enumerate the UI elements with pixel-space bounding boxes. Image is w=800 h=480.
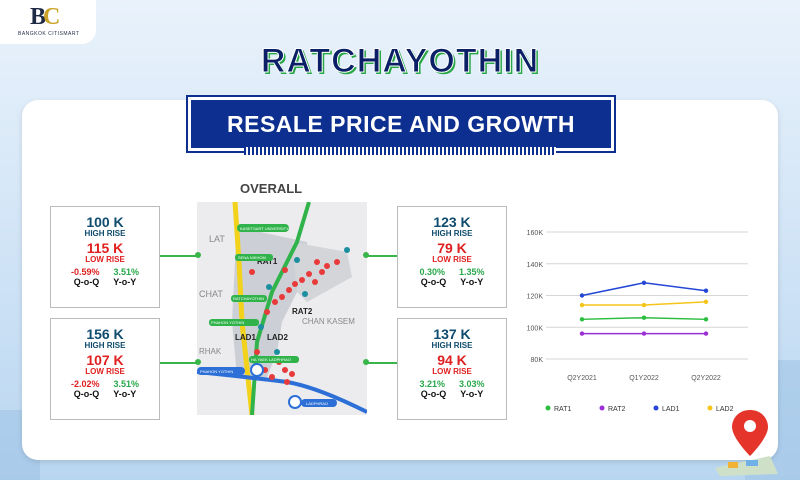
x-tick-label: Q2Y2021	[567, 375, 597, 382]
yoy-value: 3.03%	[459, 379, 485, 389]
brand-logo: BC BANGKOK CITISMART	[0, 0, 96, 44]
map-label-lad1: LAD1	[235, 333, 256, 342]
yoy-label: Y-o-Y	[460, 277, 484, 287]
svg-text:CHAT: CHAT	[199, 289, 223, 299]
qoq-label: Q-o-Q	[420, 277, 447, 287]
logo-mark: BC	[30, 4, 60, 30]
logo-subtitle: BANGKOK CITISMART	[18, 31, 80, 37]
overall-label: OVERALL	[240, 181, 303, 196]
connector-line	[366, 362, 398, 364]
svg-text:LAT: LAT	[209, 234, 225, 244]
stat-box-lad1: 156 K HIGH RISE 107 K LOW RISE -2.02% 3.5…	[50, 318, 160, 420]
legend-marker-lad2	[707, 405, 713, 411]
legend-marker-lad1	[653, 405, 659, 411]
high-rise-value: 123 K	[433, 214, 471, 230]
yoy-value: 3.51%	[113, 267, 140, 277]
map-label-rat2: RAT2	[292, 307, 313, 316]
data-point-lad1	[703, 288, 709, 293]
stat-box-lad2: 137 K HIGH RISE 94 K LOW RISE 3.21% 3.03%…	[397, 318, 507, 420]
data-point-lad1	[641, 280, 647, 285]
high-rise-value: 100 K	[86, 214, 124, 230]
legend-marker-rat2	[599, 405, 605, 411]
subtitle-banner: RESALE PRICE AND GROWTH	[188, 97, 614, 151]
legend-marker-rat1	[545, 405, 551, 411]
high-rise-label: HIGH RISE	[84, 229, 126, 238]
yoy-label: Y-o-Y	[113, 389, 137, 399]
x-tick-label: Q2Y2022	[691, 375, 721, 382]
area-map: LAT CHAT CHAN KASEM RHAK RAT1 RAT2 LAD1 …	[197, 202, 367, 415]
qoq-value: -2.02%	[70, 379, 100, 389]
legend-label-rat2: RAT2	[608, 406, 625, 413]
legend-label-rat1: RAT1	[554, 406, 571, 413]
y-tick-label: 120K	[527, 294, 544, 301]
qoq-value: 3.21%	[419, 379, 445, 389]
data-point-rat2	[579, 331, 585, 336]
data-point-lad2	[641, 302, 647, 308]
high-rise-label: HIGH RISE	[84, 341, 126, 350]
high-rise-value: 137 K	[433, 326, 471, 342]
data-point-lad2	[579, 302, 585, 308]
high-rise-value: 156 K	[86, 326, 124, 342]
legend-label-lad2: LAD2	[716, 406, 734, 413]
svg-text:RHAK: RHAK	[199, 347, 222, 356]
yoy-label: Y-o-Y	[113, 277, 137, 287]
connector-dot	[195, 252, 201, 258]
y-tick-label: 140K	[527, 262, 544, 269]
y-tick-label: 80K	[531, 357, 544, 364]
connector-line	[158, 255, 198, 257]
y-tick-label: 100K	[527, 325, 544, 332]
qoq-label: Q-o-Q	[420, 389, 447, 399]
stat-box-rat1: 100 K HIGH RISE 115 K LOW RISE -0.59% 3.5…	[50, 206, 160, 308]
svg-text:PHAHON YOTHIN: PHAHON YOTHIN	[200, 369, 233, 374]
svg-text:CHAN KASEM: CHAN KASEM	[302, 317, 355, 326]
location-pin-icon	[715, 410, 778, 476]
low-rise-label: LOW RISE	[432, 255, 472, 264]
svg-text:KASETSART UNIVERSITY: KASETSART UNIVERSITY	[240, 226, 289, 231]
y-tick-label: 160K	[527, 230, 544, 237]
qoq-value: 0.30%	[419, 267, 445, 277]
high-rise-label: HIGH RISE	[431, 341, 473, 350]
low-rise-label: LOW RISE	[85, 367, 125, 376]
svg-text:RATCHAYOTHIN: RATCHAYOTHIN	[233, 296, 264, 301]
data-point-rat2	[703, 331, 709, 336]
connector-line	[366, 255, 398, 257]
qoq-label: Q-o-Q	[73, 389, 100, 399]
svg-text:LADPHRAO: LADPHRAO	[306, 401, 328, 406]
page-title: RATCHAYOTHIN	[260, 42, 540, 81]
data-point-rat2	[641, 331, 647, 336]
low-rise-label: LOW RISE	[85, 255, 125, 264]
connector-dot	[363, 359, 369, 365]
connector-dot	[195, 359, 201, 365]
map-graphic: LAT CHAT CHAN KASEM RHAK RAT1 RAT2 LAD1 …	[197, 202, 367, 415]
svg-text:HA YAEK LADPHRAO: HA YAEK LADPHRAO	[251, 357, 291, 362]
map-label-lad2: LAD2	[267, 333, 288, 342]
data-point-rat1	[641, 315, 647, 320]
data-point-rat1	[703, 317, 709, 322]
svg-text:SENA NIKHOM: SENA NIKHOM	[238, 255, 266, 260]
banner-underline	[244, 147, 556, 155]
low-rise-value: 94 K	[437, 352, 467, 368]
stat-box-rat2: 123 K HIGH RISE 79 K LOW RISE 0.30% 1.35%…	[397, 206, 507, 308]
high-rise-label: HIGH RISE	[431, 229, 473, 238]
connector-dot	[363, 252, 369, 258]
map-label-rat1: RAT1	[257, 257, 278, 266]
connector-line	[158, 362, 198, 364]
x-tick-label: Q1Y2022	[629, 375, 659, 382]
legend-label-lad1: LAD1	[662, 406, 680, 413]
price-line-chart: 80K 100K 120K 140K 160K Q2Y2021 Q1Y2022 Q2Y2022…	[527, 230, 748, 413]
yoy-label: Y-o-Y	[460, 389, 484, 399]
low-rise-value: 115 K	[86, 240, 124, 256]
low-rise-label: LOW RISE	[432, 367, 472, 376]
data-point-lad2	[703, 299, 709, 305]
low-rise-value: 107 K	[86, 352, 124, 368]
yoy-value: 1.35%	[459, 267, 485, 277]
yoy-value: 3.51%	[113, 379, 140, 389]
data-point-rat1	[579, 317, 585, 322]
qoq-label: Q-o-Q	[73, 277, 100, 287]
svg-text:PHAHON YOTHIN: PHAHON YOTHIN	[211, 320, 244, 325]
qoq-value: -0.59%	[70, 267, 100, 277]
data-point-lad1	[579, 293, 585, 298]
low-rise-value: 79 K	[437, 240, 467, 256]
